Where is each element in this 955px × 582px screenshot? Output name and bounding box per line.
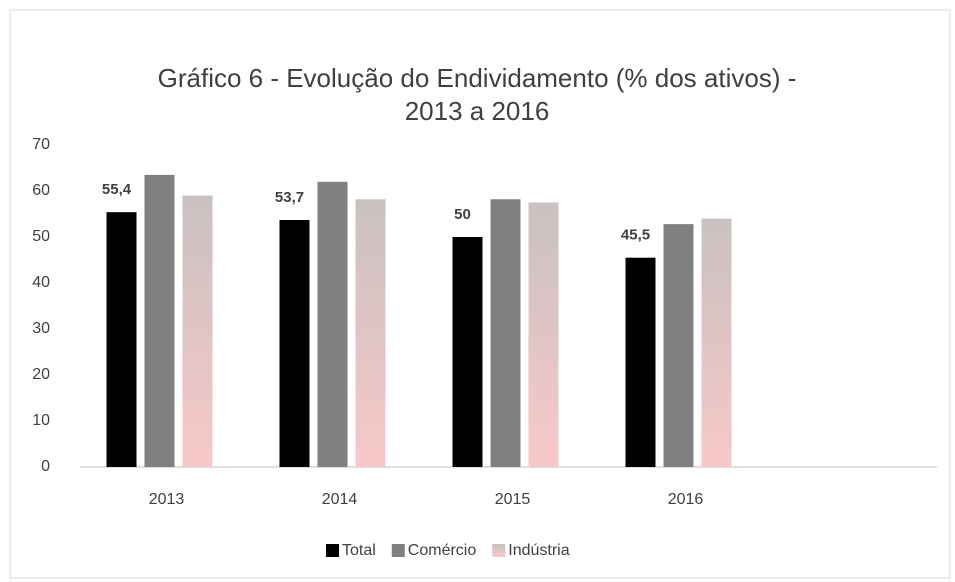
bar	[279, 219, 310, 467]
x-tick-label: 2016	[668, 491, 704, 508]
y-tick-label: 60	[32, 182, 50, 199]
bar	[106, 212, 137, 467]
data-label: 45,5	[621, 227, 650, 244]
y-tick-label: 30	[32, 320, 50, 337]
bar	[452, 237, 483, 467]
chart-title: Gráfico 6 - Evolução do Endividamento (%…	[158, 63, 797, 93]
bar	[701, 218, 732, 467]
bar	[528, 202, 559, 467]
y-tick-label: 10	[32, 412, 50, 429]
legend-swatch	[492, 544, 506, 557]
data-label: 55,4	[102, 181, 132, 198]
legend-swatch	[326, 544, 339, 557]
x-tick-label: 2013	[149, 491, 185, 508]
data-label: 50	[454, 206, 471, 223]
y-tick-label: 20	[32, 366, 50, 383]
y-tick-label: 0	[41, 458, 50, 475]
bar	[317, 181, 348, 468]
legend-label: Indústria	[508, 542, 569, 559]
bar	[663, 224, 694, 467]
legend-swatch	[391, 544, 405, 557]
y-tick-label: 40	[32, 274, 50, 291]
chart-title: 2013 a 2016	[405, 96, 550, 126]
y-tick-label: 70	[32, 136, 50, 153]
data-label: 53,7	[275, 189, 304, 206]
bar	[490, 199, 521, 467]
bar	[625, 257, 656, 467]
legend-label: Comércio	[408, 542, 477, 559]
bar	[144, 174, 175, 467]
x-tick-label: 2015	[495, 491, 531, 508]
legend-label: Total	[342, 542, 376, 559]
x-tick-label: 2014	[322, 491, 358, 508]
y-tick-label: 50	[32, 228, 50, 245]
bar	[355, 199, 386, 467]
bar	[182, 195, 213, 467]
